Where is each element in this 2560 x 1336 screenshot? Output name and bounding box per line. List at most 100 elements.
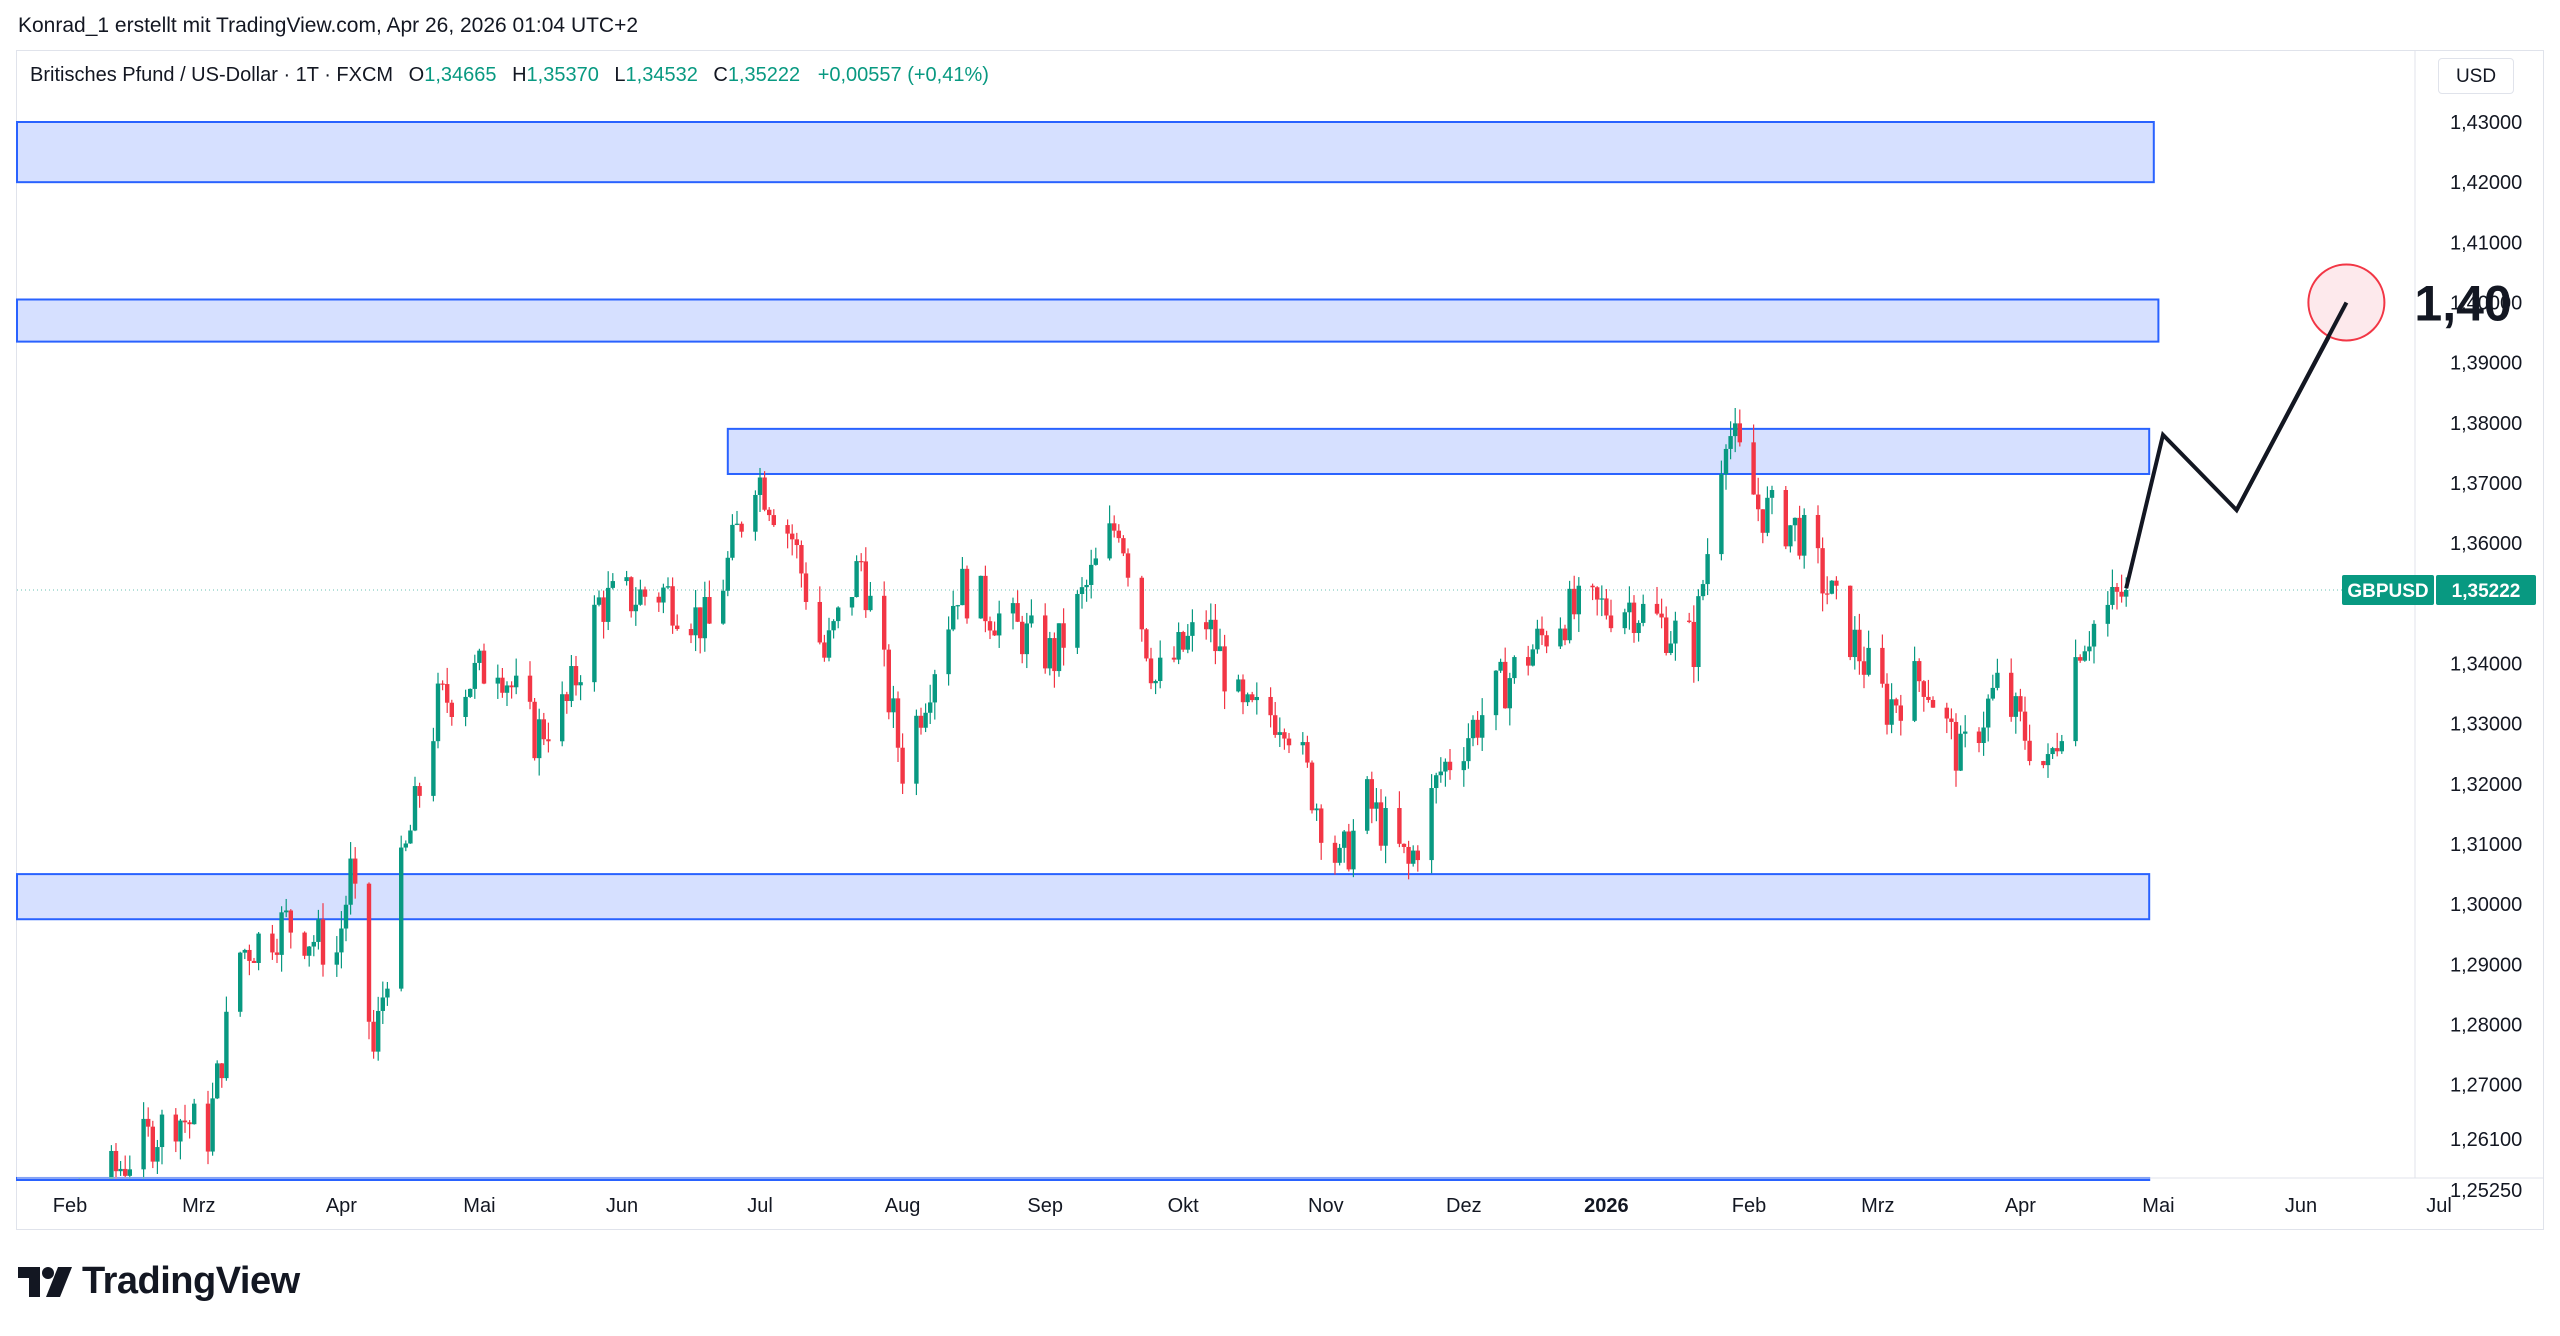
candle xyxy=(320,903,326,977)
price-tick-label: 1,27000 xyxy=(2450,1075,2522,1097)
candle xyxy=(831,619,836,639)
candle xyxy=(836,606,841,629)
candle xyxy=(178,1118,183,1160)
currency-button[interactable]: USD xyxy=(2438,58,2514,94)
candle xyxy=(638,579,643,606)
candle xyxy=(1047,631,1052,676)
candle xyxy=(1185,624,1190,654)
time-tick-label: Jul xyxy=(2426,1195,2452,1217)
candle xyxy=(1282,728,1287,750)
candle xyxy=(753,490,758,541)
price-tick-label: 1,33000 xyxy=(2450,714,2522,736)
candle xyxy=(1995,658,2000,691)
candle xyxy=(1273,701,1278,738)
candle xyxy=(854,555,859,598)
candle xyxy=(284,898,289,918)
candle xyxy=(123,1155,128,1179)
candle xyxy=(1889,683,1894,734)
price-tick-label: 1,36000 xyxy=(2450,533,2522,555)
time-tick-label: Aug xyxy=(885,1195,921,1217)
candle xyxy=(302,931,307,960)
candle xyxy=(1608,599,1614,633)
candle xyxy=(173,1108,178,1153)
candle xyxy=(1659,598,1664,629)
candle xyxy=(1337,843,1342,866)
candle xyxy=(2027,724,2032,766)
time-tick-label: Jun xyxy=(2285,1195,2317,1217)
candle xyxy=(1084,579,1089,602)
candle xyxy=(891,685,896,728)
candle xyxy=(1056,623,1062,677)
candle xyxy=(1093,547,1098,566)
candle xyxy=(1668,631,1673,656)
candle xyxy=(1590,583,1595,601)
candle xyxy=(187,1120,192,1139)
candle xyxy=(960,557,965,606)
candle xyxy=(1733,407,1738,453)
candle xyxy=(1535,619,1540,654)
candle xyxy=(1815,505,1821,564)
candle xyxy=(1079,577,1085,609)
time-axis[interactable]: Feb Mrz Apr Mai Jun Jul Aug Sep Okt Nov Dez 2026 Feb… xyxy=(17,1177,2543,1217)
price-tick-label: 1,34000 xyxy=(2450,654,2522,676)
price-tick-label: 1,30000 xyxy=(2450,894,2522,916)
candle xyxy=(504,681,510,707)
projection-drawing[interactable]: 1,40 xyxy=(2124,263,2512,589)
price-zone-1[interactable] xyxy=(16,121,2155,184)
price-chart[interactable]: 1,40 1,43000 1,42000 1,41000 1,40000 1,39000… xyxy=(0,0,2560,1230)
candle xyxy=(537,708,542,776)
time-tick-label: Apr xyxy=(326,1195,357,1217)
candle xyxy=(987,616,993,640)
candle xyxy=(1953,713,1959,787)
candle xyxy=(1627,586,1632,630)
candle xyxy=(1470,715,1476,747)
candle xyxy=(624,570,629,586)
tradingview-logo[interactable]: TradingView xyxy=(18,1260,300,1303)
price-zone-4[interactable] xyxy=(16,873,2151,921)
candle xyxy=(1572,575,1577,620)
candle xyxy=(918,707,924,735)
candle xyxy=(1834,576,1839,600)
candle xyxy=(113,1143,119,1179)
candle xyxy=(1696,589,1701,682)
price-zone-3[interactable] xyxy=(726,427,2151,475)
price-zone-2[interactable] xyxy=(16,298,2160,343)
candle xyxy=(472,654,477,699)
candle xyxy=(1383,796,1388,864)
candle xyxy=(633,587,638,626)
candle xyxy=(1139,575,1144,642)
candle xyxy=(242,948,247,960)
candle xyxy=(1595,586,1600,616)
candle xyxy=(932,669,937,720)
time-tick-label: Feb xyxy=(53,1195,87,1217)
candle xyxy=(219,1062,224,1088)
candle xyxy=(1567,580,1572,644)
price-axis[interactable]: 1,43000 1,42000 1,41000 1,40000 1,39000 1,380… xyxy=(2414,51,2522,1202)
candle xyxy=(1286,732,1292,754)
candle xyxy=(564,691,569,714)
candle xyxy=(2013,692,2018,734)
candle xyxy=(863,547,868,618)
time-tick-label: Sep xyxy=(1027,1195,1063,1217)
candle xyxy=(693,590,698,652)
candle xyxy=(1737,409,1742,447)
candle xyxy=(900,733,905,795)
candle xyxy=(2082,645,2087,662)
candle xyxy=(799,540,804,588)
candle xyxy=(408,824,413,844)
candle xyxy=(256,932,261,971)
candle xyxy=(2105,591,2110,637)
candle xyxy=(385,981,390,1006)
candle xyxy=(527,661,533,710)
candle xyxy=(316,909,321,950)
symbol-interval[interactable]: 1T xyxy=(295,64,319,86)
time-tick-label: Mrz xyxy=(1861,1195,1894,1217)
candle xyxy=(849,597,855,616)
symbol-name[interactable]: Britisches Pfund / US-Dollar xyxy=(30,64,278,86)
candle xyxy=(343,895,349,942)
time-tick-label: Feb xyxy=(1732,1195,1766,1217)
chart-pane[interactable] xyxy=(16,50,2544,1230)
projection-path[interactable] xyxy=(2124,301,2349,589)
candle xyxy=(1043,603,1048,674)
candle xyxy=(431,727,436,802)
